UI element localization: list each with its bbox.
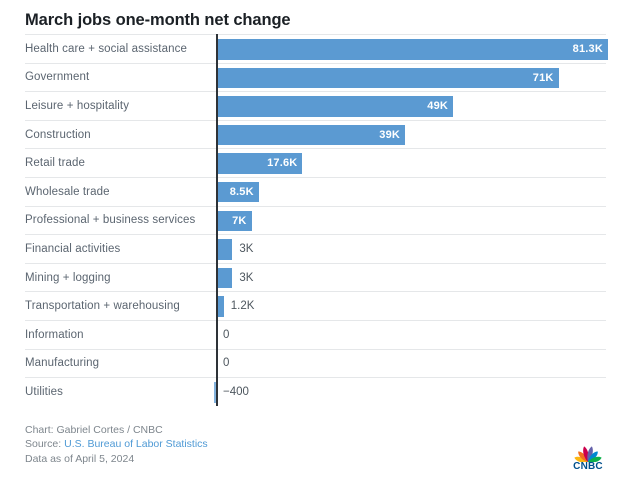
- category-label: Information: [25, 328, 84, 341]
- value-label: −400: [223, 385, 249, 398]
- value-label: 1.2K: [230, 300, 255, 313]
- category-label: Retail trade: [25, 157, 86, 170]
- bar-area: 49K: [216, 92, 606, 120]
- category-label: Manufacturing: [25, 357, 100, 370]
- source-line: Source: U.S. Bureau of Labor Statistics: [25, 437, 606, 452]
- chart-row: Manufacturing 0: [25, 348, 606, 378]
- category-label: Health care + social assistance: [25, 42, 187, 55]
- value-label: 3K: [239, 242, 254, 255]
- category-label: Wholesale trade: [25, 185, 110, 198]
- peacock-feathers: [574, 446, 602, 462]
- category-label: Government: [25, 71, 90, 84]
- bar-area: 8.5K: [216, 178, 606, 206]
- value-label: 0: [223, 328, 230, 341]
- value-bar: 8.5K: [218, 181, 259, 203]
- chart-row: Government 71K: [25, 62, 606, 92]
- bar-area: 3K: [216, 264, 606, 292]
- chart-row: Health care + social assistance 81.3K: [25, 34, 608, 63]
- chart-row: Professional + business services 7K: [25, 205, 606, 235]
- category-label: Transportation + warehousing: [25, 300, 180, 313]
- bar-area: 7K: [216, 207, 606, 235]
- category-label: Utilities: [25, 385, 63, 398]
- chart-footer: Chart: Gabriel Cortes / CNBC Source: U.S…: [25, 423, 606, 467]
- y-axis-line: [216, 34, 218, 406]
- bar-area: 71K: [216, 64, 606, 92]
- value-label: 81.3K: [572, 43, 603, 55]
- value-bar: 39K: [218, 124, 406, 146]
- value-bar: [218, 239, 233, 260]
- chart-row: Construction 39K: [25, 119, 606, 149]
- value-label: 39K: [379, 128, 401, 141]
- chart-row: Mining + logging 3K: [25, 262, 606, 292]
- bar-area: 17.6K: [216, 149, 606, 177]
- value-bar: 71K: [218, 67, 559, 89]
- chart-row: Leisure + hospitality 49K: [25, 91, 606, 120]
- value-label: 8.5K: [229, 185, 254, 198]
- bar-area: 81.3K: [216, 35, 608, 63]
- credit-line: Chart: Gabriel Cortes / CNBC: [25, 423, 163, 436]
- bar-area: 3K: [216, 235, 606, 263]
- cnbc-wordmark: CNBC: [573, 461, 603, 472]
- chart-row: Financial activities 3K: [25, 234, 606, 263]
- value-label: 17.6K: [267, 157, 298, 170]
- chart-row: Utilities −400: [25, 377, 606, 406]
- value-label: 7K: [232, 214, 247, 227]
- value-bar: 7K: [218, 210, 252, 232]
- category-label: Mining + logging: [25, 271, 111, 284]
- value-bar: 81.3K: [218, 39, 608, 60]
- chart-title: March jobs one-month net change: [25, 11, 291, 29]
- category-label: Leisure + hospitality: [25, 99, 130, 112]
- bar-area: 0: [216, 350, 606, 378]
- chart-row: Transportation + warehousing 1.2K: [25, 291, 606, 320]
- chart-row: Retail trade 17.6K: [25, 148, 606, 177]
- value-bar-negative: [214, 382, 216, 403]
- value-bar: [218, 267, 233, 289]
- chart-row: Information 0: [25, 319, 606, 349]
- value-label: 3K: [239, 271, 254, 284]
- value-bar: 49K: [218, 96, 454, 117]
- bar-area: −400: [214, 378, 606, 406]
- category-label: Financial activities: [25, 242, 121, 255]
- cnbc-peacock-icon: [574, 446, 602, 462]
- cnbc-logo: CNBC: [564, 438, 612, 472]
- value-bar: 17.6K: [218, 153, 303, 174]
- data-as-of-line: Data as of April 5, 2024: [25, 452, 135, 465]
- category-label: Construction: [25, 128, 91, 141]
- chart-rows: Health care + social assistance 81.3K Gove…: [25, 34, 608, 406]
- chart-row: Wholesale trade 8.5K: [25, 176, 606, 206]
- value-label: 49K: [427, 100, 449, 113]
- category-label: Professional + business services: [25, 214, 196, 227]
- value-label: 71K: [532, 71, 554, 84]
- bar-chart: Health care + social assistance 81.3K Gove…: [25, 34, 608, 406]
- bar-area: 0: [216, 321, 606, 349]
- source-link[interactable]: U.S. Bureau of Labor Statistics: [64, 438, 208, 451]
- value-label: 0: [223, 357, 230, 370]
- value-bar: [218, 296, 224, 317]
- bar-area: 39K: [216, 121, 606, 149]
- source-label: Source:: [25, 438, 65, 451]
- bar-area: 1.2K: [216, 292, 606, 320]
